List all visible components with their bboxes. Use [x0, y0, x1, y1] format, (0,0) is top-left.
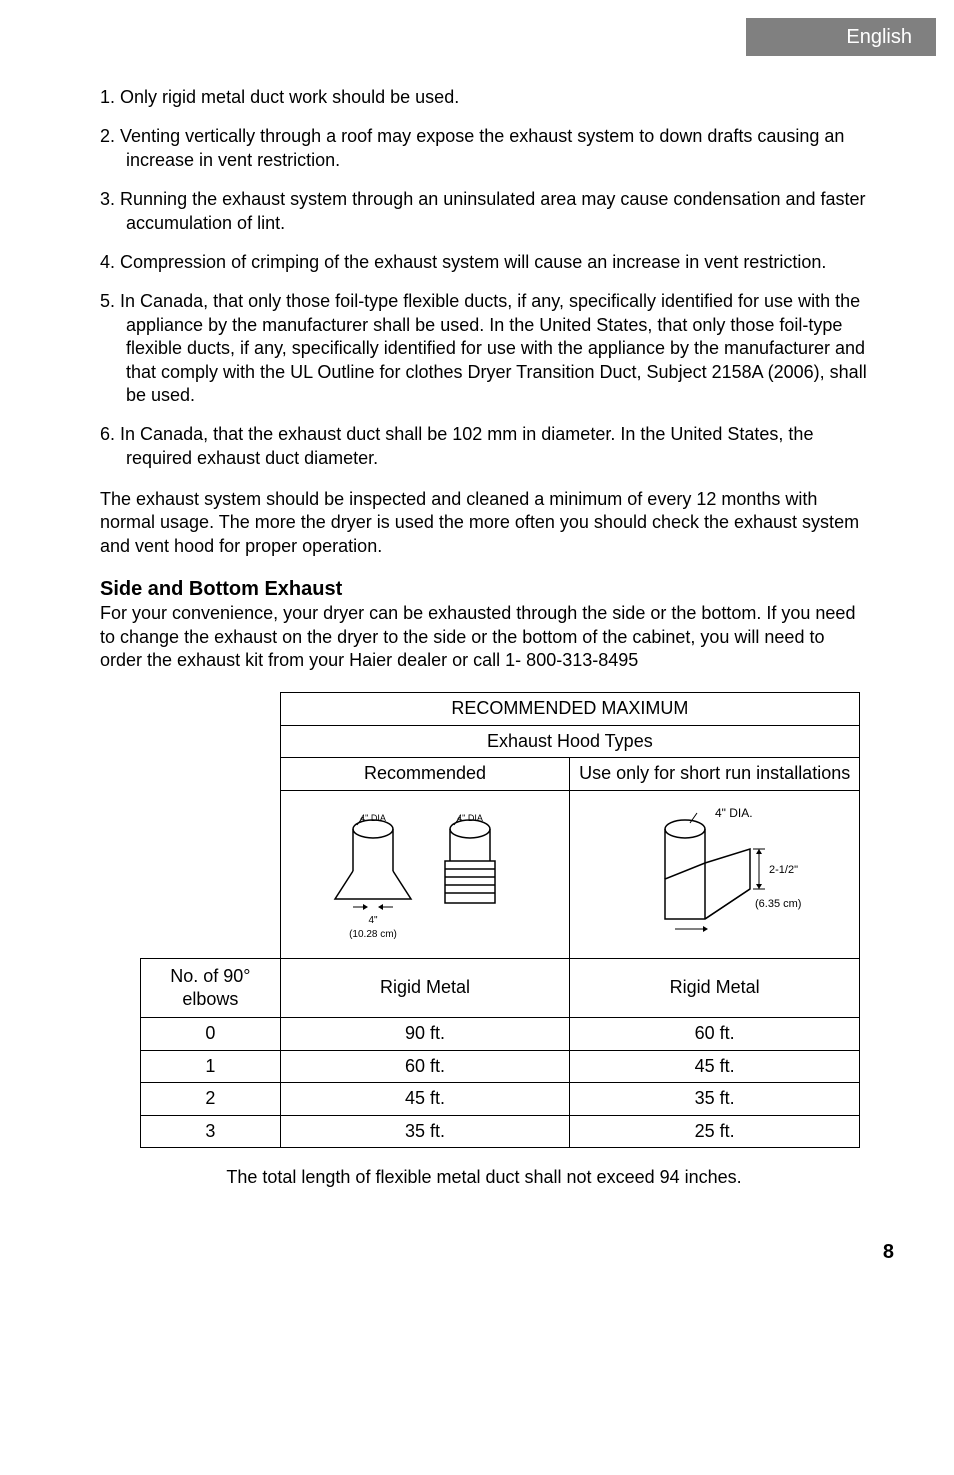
- cell-left: 60 ft.: [280, 1050, 570, 1082]
- table-row: 3 35 ft. 25 ft.: [141, 1115, 860, 1147]
- table-row: 0 90 ft. 60 ft.: [141, 1018, 860, 1050]
- cell-right: 35 ft.: [570, 1083, 860, 1115]
- cell-elbows: 2: [141, 1083, 281, 1115]
- list-item: Only rigid metal duct work should be use…: [100, 86, 868, 109]
- table-title: RECOMMENDED MAXIMUM: [280, 693, 859, 725]
- recommended-maximum-table: RECOMMENDED MAXIMUM Exhaust Hood Types R…: [140, 692, 860, 1148]
- cell-elbows: 3: [141, 1115, 281, 1147]
- diagram-label: 4" DIA: [457, 813, 483, 823]
- cell-left: 35 ft.: [280, 1115, 570, 1147]
- material-header-left: Rigid Metal: [280, 958, 570, 1018]
- diagram-label: 4": [368, 915, 378, 926]
- diagram-label: 4" DIA: [360, 813, 386, 823]
- diagram-label: (6.35 cm): [755, 898, 801, 910]
- section-heading: Side and Bottom Exhaust: [100, 576, 868, 602]
- diagram-label: 2-1/2": [769, 864, 798, 876]
- section-body: For your convenience, your dryer can be …: [100, 602, 868, 672]
- language-tab: English: [746, 18, 936, 56]
- list-item: Venting vertically through a roof may ex…: [100, 125, 868, 172]
- cell-left: 45 ft.: [280, 1083, 570, 1115]
- page-number: 8: [0, 1189, 954, 1295]
- cell-right: 45 ft.: [570, 1050, 860, 1082]
- col-header-recommended: Recommended: [280, 758, 570, 790]
- diagram-label: 4" DIA.: [715, 806, 753, 820]
- list-item: In Canada, that only those foil-type fle…: [100, 290, 868, 407]
- cell-elbows: 0: [141, 1018, 281, 1050]
- list-item: Running the exhaust system through an un…: [100, 188, 868, 235]
- paragraph-maintenance: The exhaust system should be inspected a…: [100, 488, 868, 558]
- cell-right: 60 ft.: [570, 1018, 860, 1050]
- list-item: Compression of crimping of the exhaust s…: [100, 251, 868, 274]
- col-header-short-run: Use only for short run installations: [570, 758, 860, 790]
- instruction-list: Only rigid metal duct work should be use…: [100, 86, 868, 470]
- row-label-header: No. of 90° elbows: [141, 958, 281, 1018]
- table-row: 1 60 ft. 45 ft.: [141, 1050, 860, 1082]
- cell-left: 90 ft.: [280, 1018, 570, 1050]
- material-header-right: Rigid Metal: [570, 958, 860, 1018]
- table-footnote: The total length of flexible metal duct …: [140, 1166, 828, 1189]
- table-row: 2 45 ft. 35 ft.: [141, 1083, 860, 1115]
- diagram-label: (10.28 cm): [349, 929, 397, 940]
- page-content: Only rigid metal duct work should be use…: [0, 56, 954, 1189]
- cell-elbows: 1: [141, 1050, 281, 1082]
- list-item: In Canada, that the exhaust duct shall b…: [100, 423, 868, 470]
- diagram-short-run-hood: 4" DIA. 2-1/2" (6.35 cm): [570, 790, 860, 958]
- diagram-recommended-hood: 4" DIA 4" DIA: [280, 790, 570, 958]
- cell-right: 25 ft.: [570, 1115, 860, 1147]
- table-subtitle: Exhaust Hood Types: [280, 725, 859, 757]
